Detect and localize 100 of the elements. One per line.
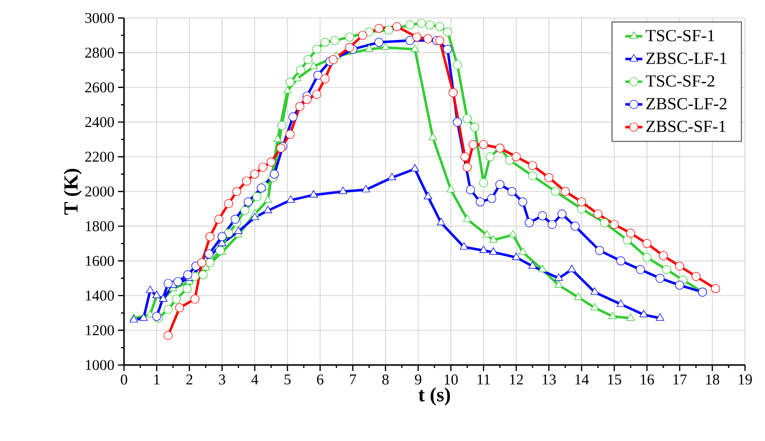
point <box>626 228 636 238</box>
point <box>358 30 368 40</box>
point <box>232 186 242 196</box>
point <box>304 55 313 64</box>
legend-label: ZBSC-LF-1 <box>646 52 726 64</box>
point <box>345 32 354 42</box>
point <box>512 252 520 260</box>
x-tick-label: 1 <box>154 374 160 384</box>
point <box>428 132 438 140</box>
point <box>423 34 432 44</box>
x-tick-label: 8 <box>382 374 389 385</box>
point <box>405 36 414 46</box>
point <box>405 20 414 30</box>
point <box>320 38 330 47</box>
point <box>622 236 632 245</box>
y-tick-label: 2600 <box>85 82 114 92</box>
point <box>190 294 200 304</box>
point <box>388 172 396 180</box>
point <box>528 171 538 180</box>
point <box>600 218 609 228</box>
y-tick-label: 2800 <box>85 48 114 58</box>
y-tick-label: 2000 <box>85 186 114 197</box>
x-tick-label: 7 <box>350 374 356 384</box>
x-tick-label: 13 <box>542 374 556 385</box>
point <box>392 22 402 32</box>
x-tick-label: 5 <box>284 374 291 384</box>
point <box>410 44 420 52</box>
point <box>595 246 604 255</box>
point <box>320 74 330 84</box>
point <box>283 86 292 94</box>
x-tick-label: 9 <box>414 374 422 385</box>
point <box>570 222 580 231</box>
point <box>636 265 645 274</box>
x-tick-label: 0 <box>120 374 128 385</box>
point <box>610 220 619 229</box>
point <box>424 192 432 200</box>
point <box>675 262 684 271</box>
y-axis-title: T (K) <box>64 168 82 215</box>
point <box>172 294 181 304</box>
legend-label: ZBSC-SF-1 <box>646 120 726 132</box>
point <box>574 292 583 300</box>
point <box>277 121 286 130</box>
point <box>338 186 348 194</box>
x-axis-title: t (s) <box>418 387 450 406</box>
point <box>364 27 374 36</box>
point <box>554 273 563 281</box>
point <box>175 303 184 312</box>
point <box>479 178 488 188</box>
point <box>435 22 444 32</box>
point <box>218 232 227 242</box>
point <box>242 176 252 186</box>
point <box>479 140 488 150</box>
x-tick-label: 14 <box>575 374 589 384</box>
point <box>183 270 192 280</box>
point <box>425 20 434 30</box>
point <box>568 264 576 272</box>
point <box>590 302 599 310</box>
point <box>518 247 527 255</box>
point <box>544 173 554 182</box>
point <box>487 194 496 203</box>
point <box>182 284 192 294</box>
point <box>489 235 498 243</box>
point <box>286 78 295 87</box>
point <box>288 112 298 122</box>
point <box>164 304 173 314</box>
y-tick-label: 2200 <box>85 152 114 162</box>
point <box>295 102 304 111</box>
point <box>460 242 468 250</box>
y-tick-label: 3000 <box>85 12 114 24</box>
point <box>642 239 652 248</box>
x-tick-label: 10 <box>444 374 458 385</box>
point <box>538 211 547 220</box>
point <box>486 152 495 162</box>
point <box>560 186 570 196</box>
point <box>384 26 394 35</box>
x-tick-label: 12 <box>510 374 523 384</box>
point <box>642 252 652 262</box>
point <box>446 184 456 192</box>
point <box>590 287 599 295</box>
point <box>286 130 295 139</box>
x-tick-label: 19 <box>738 374 752 385</box>
point <box>205 232 214 242</box>
point <box>256 184 266 193</box>
point <box>374 24 384 33</box>
y-tick-label: 1800 <box>86 221 114 232</box>
point <box>466 185 475 194</box>
point <box>309 190 318 198</box>
point <box>662 265 672 274</box>
point <box>508 230 518 238</box>
point <box>512 152 521 162</box>
point <box>252 192 262 202</box>
point <box>452 118 462 127</box>
x-tick-label: 6 <box>317 374 324 385</box>
point <box>460 152 470 162</box>
point <box>608 312 617 319</box>
legend-label: ZBSC-LF-2 <box>646 98 726 110</box>
point <box>626 313 635 321</box>
point <box>240 206 250 216</box>
point <box>505 156 514 165</box>
point <box>410 164 420 172</box>
